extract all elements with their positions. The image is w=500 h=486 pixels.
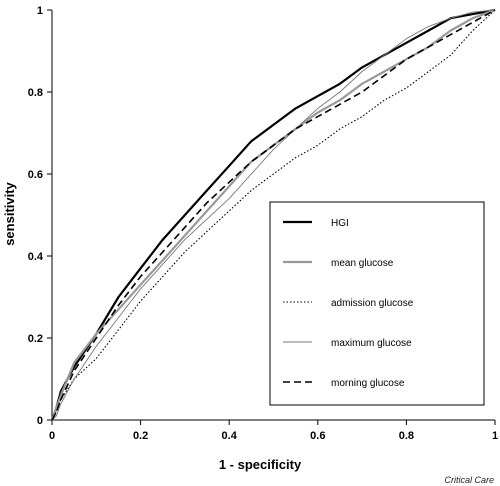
x-tick-label: 0.6 xyxy=(310,430,325,442)
legend-label-mean-glucose: mean glucose xyxy=(331,258,394,269)
x-tick-label: 0.8 xyxy=(399,430,414,442)
y-tick-label: 0.4 xyxy=(28,251,44,263)
plot-area: 0 0.2 0.4 0.6 0.8 1 0 0.2 0.4 0.6 0.8 1 xyxy=(28,5,498,442)
y-tick-label: 0.8 xyxy=(28,87,43,99)
series-line-maximum-glucose xyxy=(51,9,496,421)
x-tick-label: 0.4 xyxy=(222,430,238,442)
y-tick-label: 1 xyxy=(37,5,43,17)
y-tick-label: 0.6 xyxy=(28,169,43,181)
legend-items: HGI mean glucose admission glucose maximum … xyxy=(283,218,414,389)
legend-label-morning-glucose: morning glucose xyxy=(331,378,405,389)
legend-label-hgi: HGI xyxy=(331,218,349,229)
y-tick-label: 0 xyxy=(37,415,43,427)
series-line-admission-glucose xyxy=(51,9,496,421)
y-ticks: 0 0.2 0.4 0.6 0.8 1 xyxy=(28,5,52,427)
legend: HGI mean glucose admission glucose maximum … xyxy=(269,201,485,406)
y-axis-label: sensitivity xyxy=(2,181,17,245)
x-tick-label: 0 xyxy=(49,430,55,442)
x-axis-label: 1 - specificity xyxy=(219,457,302,472)
y-tick-label: 0.2 xyxy=(28,333,43,345)
x-tick-label: 1 xyxy=(492,430,498,442)
series-lines xyxy=(50,8,496,421)
series-line-morning-glucose xyxy=(51,9,496,421)
x-tick-label: 0.2 xyxy=(133,430,148,442)
legend-box xyxy=(269,201,485,406)
legend-label-admission-glucose: admission glucose xyxy=(331,298,414,309)
legend-label-maximum-glucose: maximum glucose xyxy=(331,338,412,349)
x-ticks: 0 0.2 0.4 0.6 0.8 1 xyxy=(49,420,498,442)
source-label: Critical Care xyxy=(444,475,494,485)
